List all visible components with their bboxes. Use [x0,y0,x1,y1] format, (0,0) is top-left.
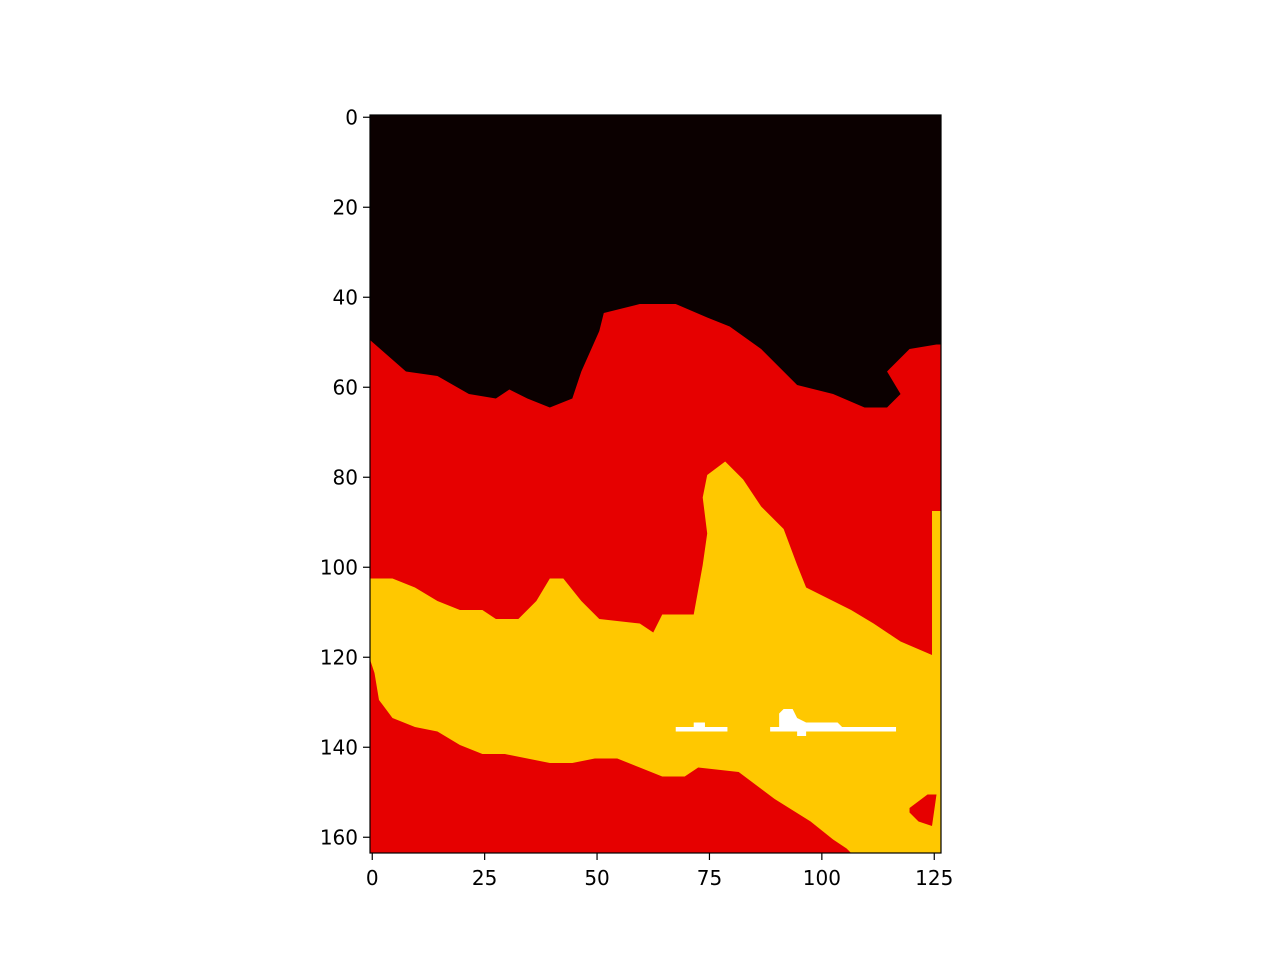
y-tick-label: 0 [345,105,358,129]
y-tick-label: 140 [320,735,358,759]
white-streak [770,709,897,736]
plot-area [370,115,941,853]
y-tick-label: 100 [320,555,358,579]
white-streak [675,727,728,732]
x-tick-label: 25 [472,866,497,890]
y-tick-label: 40 [333,285,358,309]
region-red-patch [909,794,937,826]
x-tick-label: 0 [366,866,379,890]
x-tick-label: 100 [803,866,841,890]
x-tick-label: 75 [697,866,722,890]
region-red-sliver [909,524,924,588]
region-yellow [370,461,941,853]
y-tick-label: 60 [333,375,358,399]
x-axis: 0 25 50 75 100 125 [366,853,953,890]
y-tick-label: 120 [320,645,358,669]
y-tick-label: 80 [333,465,358,489]
y-axis: 0 20 40 60 80 100 120 140 160 [320,105,370,849]
x-tick-label: 125 [915,866,953,890]
y-tick-label: 20 [333,195,358,219]
white-streak-cap [693,722,705,727]
x-tick-label: 50 [584,866,609,890]
plot-frame [369,114,942,854]
y-tick-label: 160 [320,825,358,849]
